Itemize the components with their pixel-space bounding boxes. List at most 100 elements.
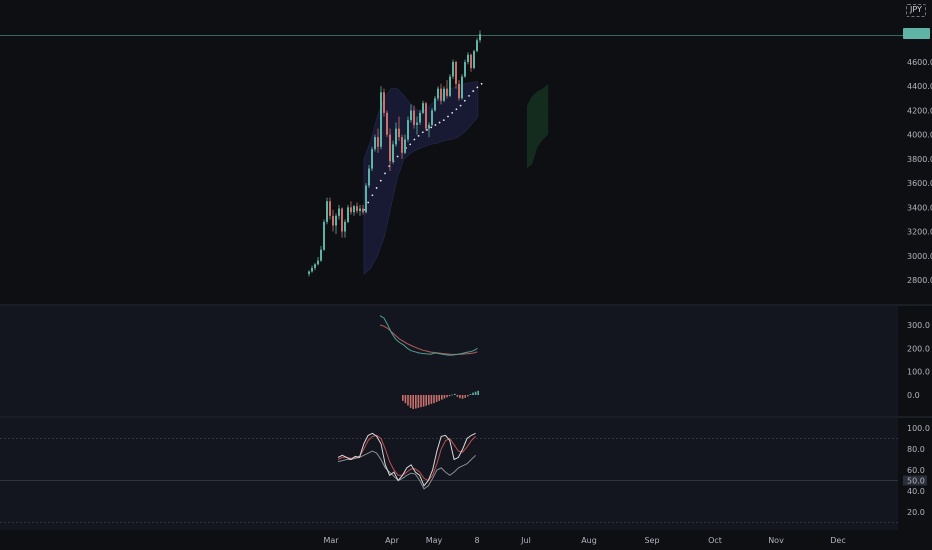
candle-body	[344, 221, 346, 232]
stoch-slow-line	[337, 450, 476, 490]
candle-body	[410, 110, 412, 121]
candle-body	[371, 149, 373, 169]
candle-body	[398, 128, 400, 138]
candle-body	[461, 76, 463, 99]
signal-line	[379, 324, 478, 355]
candle-body	[395, 128, 397, 145]
macd-pane	[379, 315, 479, 409]
candle-body	[362, 208, 364, 213]
price-tick-label: 4600.0	[907, 58, 932, 67]
macd-histogram-bar	[454, 393, 456, 395]
stoch-tick-label: 50.0	[907, 477, 925, 486]
candle-body	[311, 267, 313, 272]
candle-body	[428, 124, 430, 129]
candle-body	[455, 62, 457, 84]
macd-histogram-bar	[417, 395, 420, 408]
candle-body	[314, 264, 316, 268]
sar-dot	[442, 119, 445, 122]
currency-label[interactable]: JPY	[906, 4, 926, 17]
macd-histogram-bar	[425, 395, 427, 406]
time-axis[interactable]: Mar Apr May 8 Jul Aug Sep Oct Nov Dec	[323, 536, 845, 545]
time-tick-label: 8	[474, 536, 479, 545]
candle-body	[350, 207, 352, 213]
pane-backgrounds	[0, 34, 932, 530]
macd-histogram-bar	[448, 395, 451, 397]
candle-body	[317, 260, 319, 265]
price-band	[363, 81, 479, 275]
sar-dot	[371, 194, 374, 197]
candle-body	[347, 207, 349, 222]
time-tick-label: Sep	[644, 536, 659, 545]
last-price-tag	[903, 28, 930, 39]
candle-body	[422, 103, 424, 113]
sar-dot	[459, 104, 462, 107]
price-axis[interactable]: 4600.0 4400.0 4200.0 4000.0 3800.0 3600.0 3400…	[907, 58, 932, 285]
candle-body	[464, 62, 466, 77]
candle-body	[425, 103, 427, 129]
candle-body	[476, 40, 478, 52]
time-tick-label: Dec	[830, 536, 845, 545]
time-tick-label: Oct	[708, 536, 722, 545]
candle-body	[458, 83, 460, 99]
candle-body	[443, 88, 445, 101]
sar-dot	[438, 121, 441, 124]
stochastic-pane	[0, 432, 898, 523]
candle-body	[419, 112, 421, 123]
macd-histogram-bar	[402, 395, 404, 401]
sar-dot	[379, 179, 382, 182]
time-tick-label: Jul	[520, 536, 531, 545]
sar-dot	[384, 172, 386, 175]
macd-tick-label: 300.0	[907, 321, 930, 330]
macd-axis[interactable]: 300.0 200.0 100.0 0.0	[907, 321, 930, 400]
macd-histogram-bar	[433, 395, 435, 404]
stoch-tick-label: 100.0	[907, 424, 930, 433]
candle-body	[365, 185, 367, 213]
candle-body	[386, 112, 388, 135]
candle-body	[341, 208, 343, 232]
candle-body	[416, 122, 418, 125]
time-tick-label: Apr	[385, 536, 400, 545]
candle-body	[452, 62, 454, 77]
macd-histogram-bar	[451, 394, 453, 396]
band-area	[363, 81, 479, 275]
stoch-axis[interactable]: 100.0 80.0 60.0 50.040.0 20.0	[903, 424, 930, 517]
sar-dot	[455, 108, 458, 111]
macd-line	[379, 315, 478, 356]
candle-body	[338, 208, 340, 216]
macd-histogram-bar	[459, 395, 461, 399]
sar-dot	[434, 124, 437, 126]
sar-dot	[451, 111, 454, 114]
candle-body	[392, 144, 394, 162]
macd-histogram-bar	[467, 395, 469, 397]
candle-body	[413, 110, 415, 125]
price-tick-label: 4000.0	[907, 131, 932, 140]
macd-histogram-bar	[443, 395, 446, 399]
candle-body	[329, 201, 331, 216]
candle-body	[320, 249, 322, 261]
price-tick-label: 3400.0	[907, 203, 932, 212]
sar-dot	[476, 86, 479, 89]
macd-histogram-bar	[441, 395, 443, 400]
candle-body	[335, 215, 337, 226]
macd-histogram-bar	[415, 395, 417, 409]
macd-histogram-bar	[461, 395, 464, 399]
macd-histogram-bar	[477, 390, 479, 395]
macd-histogram-bar	[438, 395, 440, 401]
forecast-area	[527, 83, 549, 169]
stoch-50-tag	[903, 475, 927, 486]
macd-tick-label: 200.0	[907, 344, 930, 353]
stoch-tick-label: 20.0	[907, 508, 925, 517]
sar-dot	[396, 155, 399, 158]
macd-pane-bg	[0, 306, 898, 416]
price-tick-label: 3800.0	[907, 155, 932, 164]
stoch-tick-label: 80.0	[907, 445, 925, 454]
candle-body	[383, 92, 385, 113]
macd-histogram-bar	[409, 395, 412, 408]
candle-body	[407, 120, 409, 140]
candle-body	[449, 76, 451, 96]
macd-histogram-bar	[407, 395, 409, 406]
sar-dot	[430, 126, 433, 129]
sar-dot	[413, 138, 416, 141]
macd-histogram-bar	[404, 395, 407, 404]
candle-body	[473, 51, 475, 69]
